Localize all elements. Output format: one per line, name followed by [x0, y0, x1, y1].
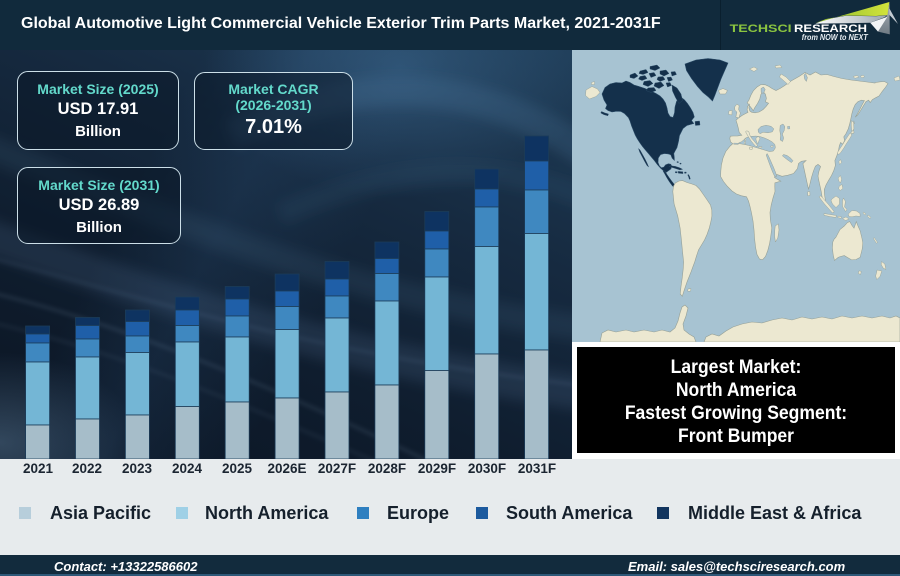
svg-text:RESEARCH: RESEARCH [794, 23, 867, 35]
svg-text:from NOW to NEXT: from NOW to NEXT [802, 33, 869, 42]
svg-text:TECHSCI: TECHSCI [730, 23, 792, 35]
